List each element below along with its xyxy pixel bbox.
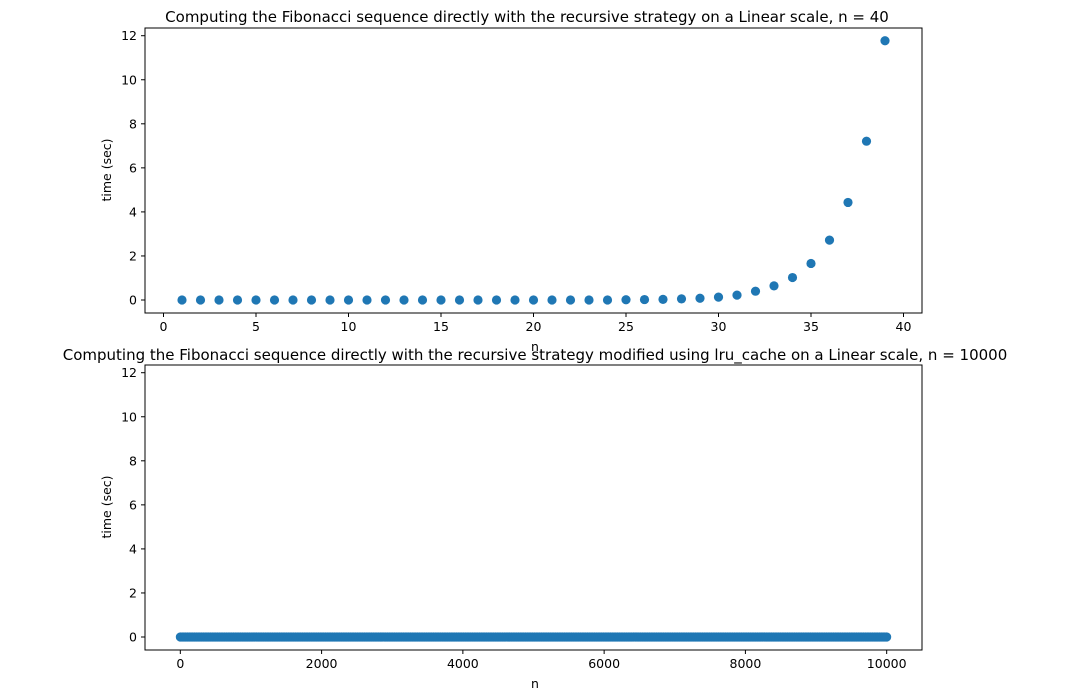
plot-area (144, 364, 923, 651)
y-tick-label: 0 (129, 293, 137, 308)
y-tick-label: 2 (129, 585, 137, 600)
x-tick-label: 10 (341, 319, 357, 334)
chart-title: Computing the Fibonacci sequence directl… (165, 8, 889, 26)
y-tick-label: 12 (121, 365, 137, 380)
data-point (750, 286, 761, 296)
x-tick-label: 6000 (588, 656, 620, 671)
subplot-lru-cache: Computing the Fibonacci sequence directl… (63, 346, 1008, 691)
data-point (547, 295, 557, 305)
data-point (732, 290, 742, 300)
data-point (639, 294, 650, 305)
x-tick-label: 10000 (867, 656, 907, 671)
data-point (528, 295, 539, 305)
data-point (195, 295, 206, 305)
y-tick-label: 6 (129, 160, 137, 175)
chart-title: Computing the Fibonacci sequence directl… (63, 346, 1008, 365)
y-tick-label: 10 (121, 409, 137, 424)
data-point (269, 295, 280, 305)
y-tick-label: 6 (129, 497, 137, 512)
data-point (565, 295, 576, 305)
subplot-recursive: Computing the Fibonacci sequence directl… (99, 8, 923, 354)
data-point (787, 272, 798, 283)
y-tick-label: 8 (129, 453, 137, 468)
data-point (417, 295, 428, 305)
data-point (602, 295, 613, 305)
data-point (491, 295, 502, 305)
data-point (232, 295, 243, 305)
data-point (824, 235, 835, 245)
data-point (658, 294, 668, 304)
data-point (473, 295, 483, 305)
x-tick-label: 35 (803, 319, 819, 334)
x-tick-label: 0 (176, 656, 184, 671)
y-tick-label: 10 (121, 72, 137, 87)
data-points (177, 36, 890, 305)
data-points (175, 632, 892, 642)
x-tick-label: 8000 (730, 656, 762, 671)
y-axis-label: time (sec) (99, 475, 114, 538)
data-point (510, 295, 520, 305)
data-point (325, 295, 335, 305)
data-point (306, 295, 317, 305)
data-point (695, 293, 705, 303)
x-tick-label: 4000 (447, 656, 479, 671)
x-tick-label: 30 (711, 319, 727, 334)
x-axis-label: n (531, 676, 539, 691)
x-tick-label: 20 (526, 319, 542, 334)
data-point (380, 295, 391, 305)
data-point (454, 295, 465, 305)
x-tick-label: 0 (160, 319, 168, 334)
plot-area (144, 27, 923, 314)
data-point (251, 295, 261, 305)
data-point (343, 295, 354, 305)
x-tick-label: 5 (252, 319, 260, 334)
data-point (177, 295, 187, 305)
data-point (880, 36, 890, 46)
data-point (436, 295, 446, 305)
data-point (288, 295, 298, 305)
x-tick-label: 40 (896, 319, 912, 334)
x-axis-label: n (531, 339, 539, 354)
x-tick-label: 15 (433, 319, 449, 334)
data-point (806, 258, 816, 269)
data-point (861, 136, 872, 146)
data-point (584, 295, 594, 305)
data-point (362, 295, 372, 305)
y-tick-label: 2 (129, 248, 137, 263)
y-tick-label: 4 (129, 541, 137, 556)
y-tick-label: 8 (129, 116, 137, 131)
data-point (769, 281, 779, 291)
data-point (882, 632, 892, 642)
y-tick-label: 12 (121, 28, 137, 43)
data-point (843, 197, 853, 208)
data-point (214, 295, 224, 305)
y-tick-label: 4 (129, 204, 137, 219)
y-axis-label: time (sec) (99, 138, 114, 201)
x-tick-label: 2000 (306, 656, 338, 671)
y-tick-label: 0 (129, 630, 137, 645)
data-point (621, 295, 631, 305)
x-tick-label: 25 (618, 319, 634, 334)
data-point (399, 295, 409, 305)
data-point (676, 294, 687, 304)
data-point (713, 292, 724, 302)
